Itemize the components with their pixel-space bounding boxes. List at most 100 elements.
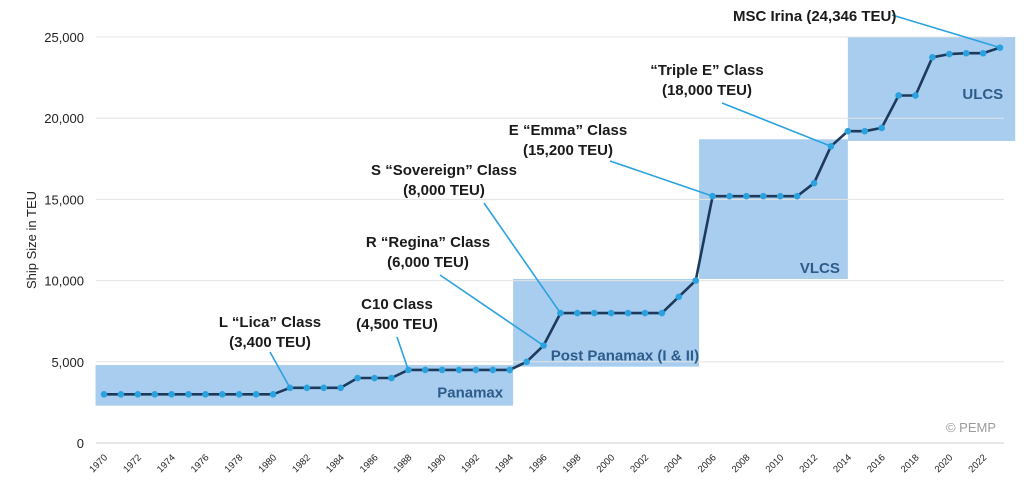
data-point	[692, 277, 699, 284]
data-point	[844, 127, 852, 135]
data-point	[320, 384, 328, 392]
data-point	[861, 127, 869, 135]
annotation: C10 Class (4,500 TEU)	[356, 296, 438, 371]
x-tick-label: 2018	[899, 452, 922, 475]
x-tick-label: 1996	[527, 452, 550, 475]
data-point	[371, 374, 378, 382]
data-point	[641, 309, 649, 317]
data-point	[776, 192, 784, 200]
annotation-label: MSC Irina (24,346 TEU)	[733, 8, 896, 25]
data-point	[574, 309, 581, 317]
x-tick-label: 1994	[493, 452, 516, 475]
x-tick-label: 2012	[797, 452, 820, 475]
x-tick-label: 1986	[358, 452, 381, 475]
band-label: Post Panamax (I & II)	[551, 348, 699, 365]
y-tick-label: 10,000	[44, 274, 84, 289]
x-tick-label: 2010	[764, 452, 787, 475]
x-tick-label: 1984	[324, 452, 347, 475]
data-point	[202, 390, 209, 398]
x-tick-label: 1972	[121, 452, 144, 475]
x-tick-label: 2004	[662, 452, 685, 475]
y-tick-label: 5,000	[51, 355, 84, 370]
y-tick-label: 15,000	[44, 192, 84, 207]
data-point	[269, 390, 277, 398]
annotation-label: (6,000 TEU)	[387, 254, 469, 271]
data-point	[624, 309, 632, 317]
data-point	[185, 390, 192, 398]
data-point	[134, 390, 142, 398]
data-point	[979, 49, 987, 57]
x-tick-label: 2000	[595, 452, 618, 475]
annotation-leader	[439, 274, 544, 347]
data-point	[523, 358, 530, 366]
annotation-label: L “Lica” Class	[219, 314, 321, 331]
band-label: VLCS	[800, 260, 840, 277]
data-point	[455, 366, 463, 374]
annotation-label: (18,000 TEU)	[662, 82, 752, 99]
annotation-label: (4,500 TEU)	[356, 316, 438, 333]
data-point	[421, 366, 429, 374]
annotation-leader	[721, 102, 832, 148]
x-tick-label: 2006	[696, 452, 719, 475]
x-tick-label: 1998	[561, 452, 584, 475]
x-tick-label: 2014	[831, 452, 854, 475]
annotation-leader	[483, 202, 562, 314]
y-axis-label: Ship Size in TEU	[24, 191, 39, 289]
data-point	[489, 366, 497, 374]
gridlines	[96, 36, 1004, 363]
x-tick-label: 2002	[628, 452, 651, 475]
annotation-leader	[891, 14, 1001, 49]
data-point	[151, 390, 159, 398]
data-point	[235, 390, 243, 398]
annotation-leader	[269, 351, 291, 389]
x-tick-label: 1970	[87, 452, 110, 475]
annotation: “Triple E” Class (18,000 TEU)	[650, 62, 832, 148]
annotation: E “Emma” Class (15,200 TEU)	[509, 122, 713, 197]
annotation: R “Regina” Class (6,000 TEU)	[366, 234, 544, 347]
data-point	[100, 390, 108, 398]
annotation-label: S “Sovereign” Class	[371, 162, 517, 179]
data-point	[472, 366, 480, 374]
x-tick-label: 1982	[290, 452, 313, 475]
band-label: Panamax	[437, 385, 504, 402]
data-point	[760, 192, 767, 200]
data-point	[303, 384, 311, 392]
data-point	[658, 309, 666, 317]
data-point	[912, 92, 919, 99]
annotation-leader	[609, 160, 713, 197]
data-point	[945, 50, 953, 58]
annotations: L “Lica” Class (3,400 TEU) C10 Class (4,500…	[219, 8, 1001, 389]
annotation: MSC Irina (24,346 TEU)	[733, 8, 1001, 49]
data-point	[726, 192, 733, 200]
data-point	[168, 390, 175, 398]
x-tick-label: 1976	[189, 452, 212, 475]
annotation: L “Lica” Class (3,400 TEU)	[219, 314, 321, 389]
y-tick-label: 20,000	[44, 111, 84, 126]
annotation-label: “Triple E” Class	[650, 62, 763, 79]
x-tick-label: 2022	[966, 452, 989, 475]
x-tick-label: 1978	[223, 452, 246, 475]
data-point	[438, 366, 446, 374]
y-tick-label: 0	[77, 436, 84, 451]
annotation-label: (15,200 TEU)	[523, 142, 613, 159]
band-post-panamax-i-ii	[513, 278, 700, 367]
data-point	[219, 390, 226, 398]
x-tick-label: 2020	[933, 452, 956, 475]
y-tick-label: 25,000	[44, 30, 84, 45]
data-point	[286, 384, 294, 392]
x-tick-label: 1990	[426, 452, 449, 475]
data-point	[962, 49, 970, 57]
data-point	[895, 92, 902, 99]
annotation-label: (8,000 TEU)	[403, 182, 485, 199]
data-point	[743, 192, 750, 200]
x-tick-label: 2008	[730, 452, 753, 475]
annotation-label: C10 Class	[361, 296, 433, 313]
data-point	[354, 374, 361, 382]
data-point	[675, 293, 683, 301]
data-point	[506, 366, 514, 374]
copyright-watermark: © PEMP	[946, 420, 996, 435]
x-tick-label: 1992	[459, 452, 482, 475]
annotation-label: R “Regina” Class	[366, 234, 490, 251]
data-point	[405, 366, 412, 374]
x-tick-label: 1974	[155, 452, 178, 475]
